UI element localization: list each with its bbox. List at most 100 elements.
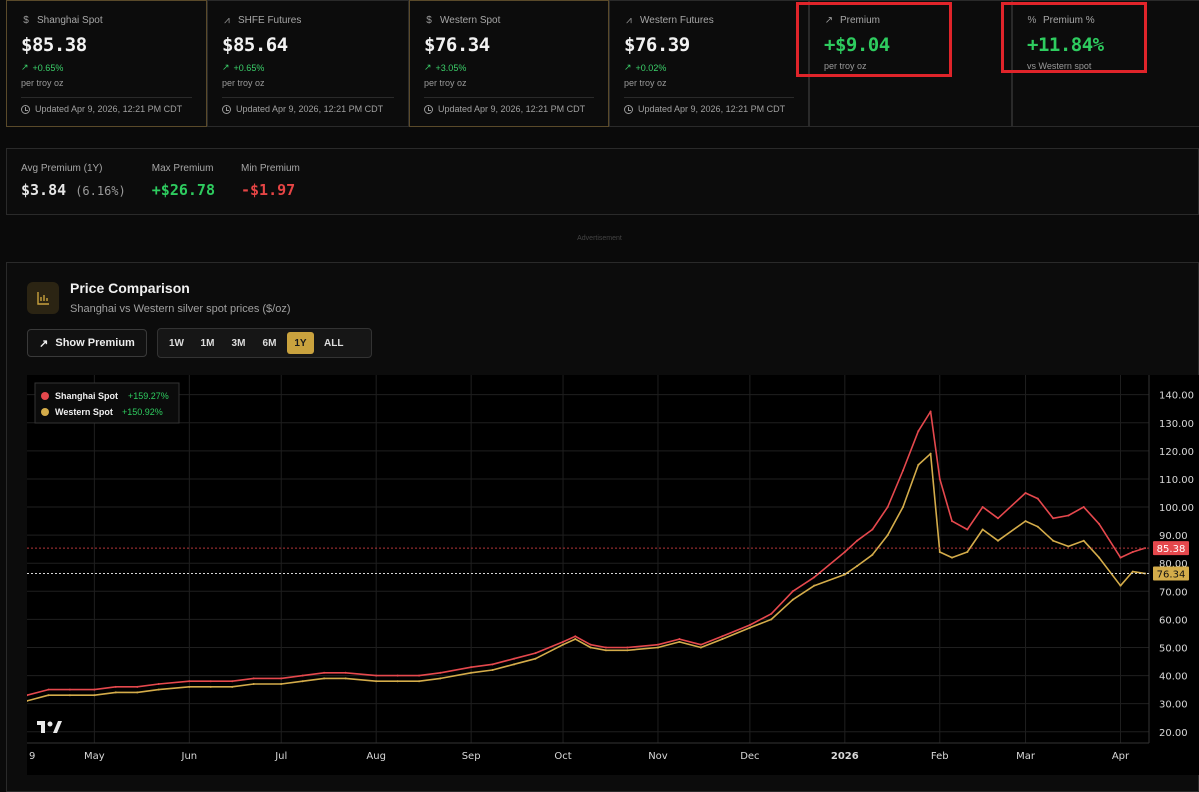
dollar-icon: $ (426, 14, 432, 26)
advertisement-label: Advertisement (577, 235, 622, 242)
card-value: +$9.04 (824, 34, 890, 56)
shanghai-spot-point (1098, 522, 1101, 525)
western-spot-point (721, 638, 724, 641)
western-spot-point (938, 550, 941, 553)
shanghai-spot-point (396, 674, 399, 677)
x-tick-label: Aug (366, 751, 386, 762)
card-change: +3.05% (435, 62, 467, 73)
western-spot-point (1067, 545, 1070, 548)
shanghai-spot-point (418, 674, 421, 677)
shanghai-spot-point (996, 517, 999, 520)
shanghai-spot-point (188, 680, 191, 683)
chart-legend (34, 382, 180, 424)
shanghai-spot-point (1024, 491, 1027, 494)
western-spot-point (114, 691, 117, 694)
y-tick-label: 100.00 (1159, 503, 1194, 514)
western-spot-point (871, 553, 874, 556)
western-spot-point (917, 463, 920, 466)
card-premium: ↗ Premium +$9.04 per troy oz (809, 0, 1012, 127)
range-all-button[interactable]: ALL (324, 337, 344, 349)
card-label: Premium (840, 14, 881, 26)
x-tick-label: 2026 (831, 751, 859, 762)
x-tick-label: Mar (1016, 751, 1036, 762)
price-tag-shanghai-spot (1153, 541, 1189, 556)
western-spot-point (856, 565, 859, 568)
card-value: $76.34 (424, 34, 490, 56)
trend-up-icon: ↗ (222, 62, 230, 72)
legend-series-change: +150.92% (122, 407, 163, 417)
western-spot-point (1036, 525, 1039, 528)
chart-background (27, 375, 1199, 775)
western-spot-point (1024, 520, 1027, 523)
western-spot-point (1052, 539, 1055, 542)
stat-min-value: -$1.97 (240, 181, 296, 199)
range-1m-button[interactable]: 1M (200, 337, 215, 349)
western-spot-point (604, 649, 607, 652)
stat-avg-premium: Avg Premium (1Y) $3.84 (6.16%) (21, 163, 126, 199)
x-tick-label: Oct (554, 751, 571, 762)
trend-up-icon: ↗ (624, 62, 632, 72)
western-spot-point (770, 618, 773, 621)
western-spot-point (47, 694, 50, 697)
western-spot-point (902, 506, 905, 509)
shanghai-spot-point (47, 688, 50, 691)
shanghai-spot-point (589, 643, 592, 646)
card-label: SHFE Futures (238, 14, 302, 26)
range-6m-button[interactable]: 6M (262, 337, 277, 349)
trend-up-icon: ↗ (21, 62, 29, 72)
y-tick-label: 140.00 (1159, 391, 1194, 402)
range-1w-button[interactable]: 1W (169, 337, 184, 349)
western-spot-point (1082, 539, 1085, 542)
shanghai-spot-point (231, 680, 234, 683)
y-tick-label: 80.00 (1159, 559, 1188, 570)
western-spot-point (418, 680, 421, 683)
shanghai-spot-point (843, 550, 846, 553)
shanghai-spot-point (1119, 556, 1122, 559)
western-spot-point (1119, 584, 1122, 587)
x-tick-label: Feb (931, 751, 949, 762)
percent-icon: % (1027, 14, 1037, 26)
show-premium-button[interactable]: ↗ Show Premium (27, 329, 147, 357)
x-tick-label: 9 (29, 751, 35, 762)
western-spot-point (699, 646, 702, 649)
y-tick-label: 30.00 (1159, 700, 1188, 711)
western-spot-point (748, 626, 751, 629)
shanghai-spot-point (656, 643, 659, 646)
stat-avg-percent: (6.16%) (75, 184, 126, 198)
y-tick-label: 120.00 (1159, 447, 1194, 458)
western-spot-point (157, 688, 160, 691)
range-1y-button[interactable]: 1Y (287, 332, 314, 354)
card-value: $85.38 (21, 34, 87, 56)
shanghai-spot-point (491, 663, 494, 666)
shanghai-spot-point (917, 430, 920, 433)
western-spot-point (791, 598, 794, 601)
legend-series-name: Shanghai Spot (55, 391, 118, 401)
shanghai-spot-point (534, 652, 537, 655)
card-value: $76.39 (624, 34, 690, 56)
shanghai-spot-point (902, 469, 905, 472)
card-value: $85.64 (222, 34, 288, 56)
trend-up-icon: ↗ (424, 62, 432, 72)
range-3m-button[interactable]: 3M (231, 337, 246, 349)
western-spot-point (656, 646, 659, 649)
shanghai-spot-point (770, 612, 773, 615)
x-tick-label: Dec (740, 751, 759, 762)
western-spot-point (252, 683, 255, 686)
shanghai-spot-point (252, 677, 255, 680)
western-spot-point (68, 694, 71, 697)
y-tick-label: 50.00 (1159, 643, 1188, 654)
price-chart[interactable]: 20.00 30.00 40.00 50.00 60.00 70.00 80.00 90.00… (27, 375, 1199, 775)
card-unit: per troy oz (21, 78, 64, 88)
shanghai-spot-point (721, 635, 724, 638)
shanghai-spot-point (871, 528, 874, 531)
stat-avg-value: $3.84 (21, 181, 67, 199)
western-spot-point (996, 539, 999, 542)
shanghai-spot-point (513, 657, 516, 660)
clock-icon (21, 104, 30, 114)
legend-series-change: +159.27% (128, 391, 169, 401)
shanghai-spot-point (344, 671, 347, 674)
shanghai-spot-point (301, 674, 304, 677)
card-label: Western Spot (440, 14, 501, 26)
western-spot-point (589, 646, 592, 649)
shanghai-spot-point (280, 677, 283, 680)
